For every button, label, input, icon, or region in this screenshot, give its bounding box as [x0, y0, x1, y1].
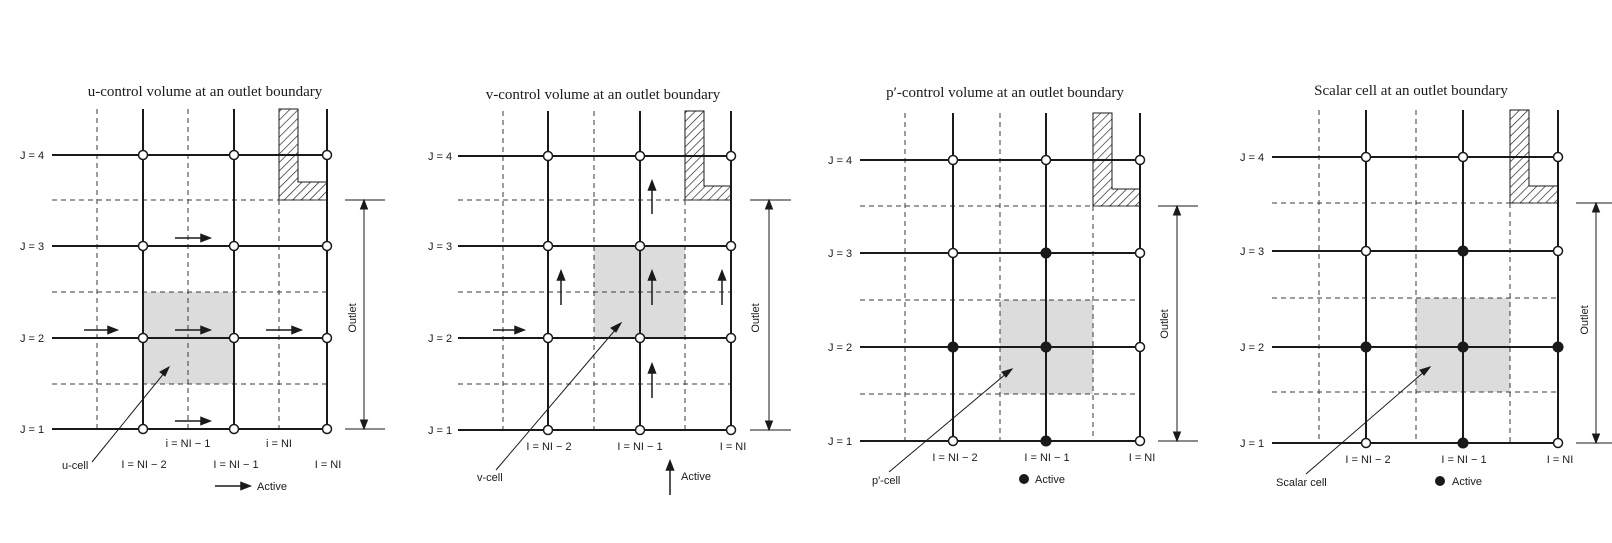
cell-pointer: [888, 368, 1014, 473]
legend-label: Active: [1035, 474, 1065, 486]
panel-u-control-volume: u-control volume at an outlet boundary: [20, 84, 385, 493]
solid-grid-lines: [52, 109, 328, 430]
i-label-top-2: i = NI: [266, 438, 292, 450]
panel-v-control-volume: v-control volume at an outlet boundary: [428, 87, 791, 495]
i-label-bottom-2: I = NI − 1: [213, 459, 258, 471]
legend-label: Active: [681, 471, 711, 483]
i-label-bottom-2: I = NI − 1: [1441, 454, 1486, 466]
solid-grid-lines: [458, 111, 732, 431]
cell-pointer: [1305, 366, 1432, 475]
i-label-bottom-2: I = NI − 1: [617, 441, 662, 453]
solid-grid-lines: [860, 113, 1141, 442]
dashed-grid-lines: [458, 111, 731, 430]
j-label-3: J = 3: [428, 241, 452, 253]
solid-grid-lines: [1272, 110, 1559, 444]
outlet-label: Outlet: [1159, 309, 1171, 338]
cell-label: p′-cell: [872, 475, 900, 487]
j-label-2: J = 2: [1240, 342, 1264, 354]
j-label-2: J = 2: [828, 342, 852, 354]
panel-title: p′-control volume at an outlet boundary: [886, 85, 1124, 101]
grid-nodes: [542, 150, 737, 436]
filled-dot-icon: [1435, 476, 1445, 486]
outlet-dimension: [345, 198, 385, 431]
outlet-label: Outlet: [750, 303, 762, 332]
outlet-dimension: [750, 198, 791, 432]
up-arrow-icon: [665, 458, 675, 495]
j-label-3: J = 3: [1240, 246, 1264, 258]
j-label-2: J = 2: [428, 333, 452, 345]
cell-label: v-cell: [477, 472, 503, 484]
j-label-1: J = 1: [828, 436, 852, 448]
grid-nodes-open: [947, 154, 1146, 447]
outlet-dimension: [1576, 201, 1612, 445]
cell-pointer: [91, 365, 171, 463]
legend-label: Active: [257, 481, 287, 493]
i-label-bottom-1: I = NI − 2: [932, 452, 977, 464]
dashed-grid-lines: [860, 113, 1140, 441]
active-nodes: [1360, 245, 1564, 449]
panel-title: u-control volume at an outlet boundary: [88, 84, 323, 100]
i-label-top-1: i = NI − 1: [166, 438, 211, 450]
i-label-bottom-2: I = NI − 1: [1024, 452, 1069, 464]
j-label-2: J = 2: [20, 333, 44, 345]
j-label-4: J = 4: [1240, 152, 1264, 164]
j-label-3: J = 3: [20, 241, 44, 253]
grid-nodes: [137, 149, 333, 435]
j-label-4: J = 4: [828, 155, 852, 167]
cell-label: Scalar cell: [1276, 477, 1327, 489]
outlet-dimension: [1158, 204, 1198, 443]
outlet-label: Outlet: [1579, 305, 1591, 334]
i-label-bottom-1: I = NI − 2: [1345, 454, 1390, 466]
j-label-1: J = 1: [1240, 438, 1264, 450]
i-label-bottom-3: I = NI: [1547, 454, 1574, 466]
panel-title: v-control volume at an outlet boundary: [486, 87, 721, 103]
j-label-1: J = 1: [428, 425, 452, 437]
grid-nodes-open: [1360, 151, 1564, 449]
i-label-bottom-1: I = NI − 2: [526, 441, 571, 453]
i-label-bottom-3: I = NI: [720, 441, 747, 453]
dashed-grid-lines: [52, 109, 327, 429]
filled-dot-icon: [1019, 474, 1029, 484]
dashed-grid-lines: [1272, 110, 1558, 443]
j-label-4: J = 4: [428, 151, 452, 163]
panel-scalar-cell: Scalar cell at an outlet boundary: [1240, 83, 1612, 489]
active-nodes: [947, 247, 1052, 447]
legend-label: Active: [1452, 476, 1482, 488]
i-label-bottom-1: I = NI − 2: [121, 459, 166, 471]
j-label-4: J = 4: [20, 150, 44, 162]
panel-title: Scalar cell at an outlet boundary: [1314, 83, 1508, 99]
active-v-arrows: [493, 178, 727, 398]
i-label-bottom-3: I = NI: [315, 459, 342, 471]
j-label-1: J = 1: [20, 424, 44, 436]
outlet-label: Outlet: [347, 303, 359, 332]
panel-p-prime-control-volume: p′-control volume at an outlet boundary: [828, 85, 1198, 487]
active-u-arrows: [84, 233, 304, 426]
cell-label: u-cell: [62, 460, 88, 472]
right-arrow-icon: [215, 481, 253, 491]
cell-pointer: [495, 321, 623, 471]
j-label-3: J = 3: [828, 248, 852, 260]
i-label-bottom-3: I = NI: [1129, 452, 1156, 464]
